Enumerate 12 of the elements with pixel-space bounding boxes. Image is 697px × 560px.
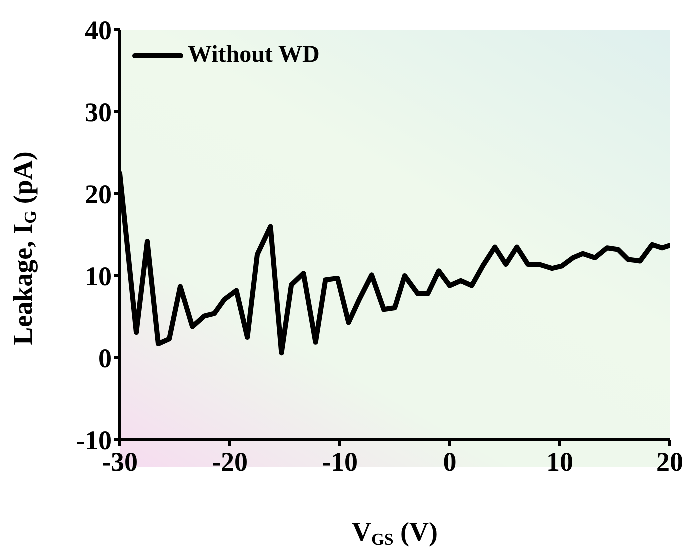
x-tick-label: -20 (212, 447, 248, 478)
x-axis-title: V$_{GS}$ (V) (352, 517, 438, 550)
y-tick-label: 0 (98, 344, 112, 374)
y-tick-label: 40 (85, 16, 112, 46)
legend-label: Without WD (188, 42, 320, 69)
x-tick-label: 20 (656, 447, 684, 478)
x-tick-label: -10 (322, 447, 358, 478)
x-tick-label: 10 (546, 447, 574, 478)
y-tick-label: 30 (85, 98, 112, 128)
y-tick-label: 20 (85, 180, 112, 210)
y-tick-label: 10 (85, 262, 112, 292)
x-tick-label: 0 (443, 447, 457, 478)
